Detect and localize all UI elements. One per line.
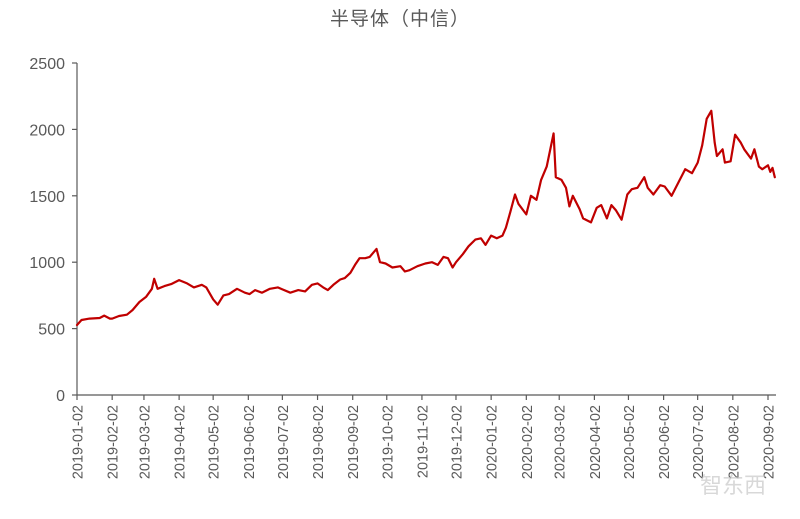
y-tick-label: 0 xyxy=(56,388,65,405)
x-tick-label: 2019-07-02 xyxy=(276,405,292,479)
x-tick-label: 2020-01-02 xyxy=(485,405,501,479)
x-tick-label: 2019-06-02 xyxy=(242,405,258,479)
y-tick-label: 2500 xyxy=(29,56,65,73)
x-tick-label: 2020-05-02 xyxy=(622,405,638,479)
chart-title: 半导体（中信） xyxy=(329,8,470,30)
x-tick-label: 2019-09-02 xyxy=(346,405,362,479)
x-tick-label: 2019-11-02 xyxy=(415,405,431,478)
x-tick-label: 2020-07-02 xyxy=(691,405,707,479)
x-tick-label: 2020-04-02 xyxy=(588,405,604,479)
watermark-logo: 智东西 xyxy=(700,474,766,499)
x-tick-label: 2020-03-02 xyxy=(553,405,569,479)
x-tick-label: 2019-05-02 xyxy=(207,405,223,479)
y-axis: 0 500 1000 1500 2000 2500 xyxy=(29,56,78,405)
y-tick-label: 500 xyxy=(38,322,65,339)
x-tick-label: 2020-08-02 xyxy=(726,405,742,479)
x-tick-label: 2019-01-02 xyxy=(71,405,87,479)
x-tick-label: 2019-02-02 xyxy=(106,405,122,479)
x-tick-label: 2020-06-02 xyxy=(657,405,673,479)
x-axis: 2019-01-02 2019-02-02 2019-03-02 2019-04-02… xyxy=(71,394,778,479)
y-tick-label: 2000 xyxy=(29,122,65,139)
x-tick-label: 2019-04-02 xyxy=(173,405,189,479)
x-tick-label: 2019-08-02 xyxy=(311,405,327,479)
x-tick-label: 2020-09-02 xyxy=(762,405,778,479)
y-tick-label: 1000 xyxy=(29,255,65,272)
x-tick-label: 2019-03-02 xyxy=(137,405,153,479)
x-tick-label: 2019-10-02 xyxy=(380,405,396,479)
x-tick-label: 2019-12-02 xyxy=(449,405,465,479)
y-tick-label: 1500 xyxy=(29,189,65,206)
x-tick-label: 2020-02-02 xyxy=(520,405,536,479)
series-line xyxy=(75,109,776,327)
